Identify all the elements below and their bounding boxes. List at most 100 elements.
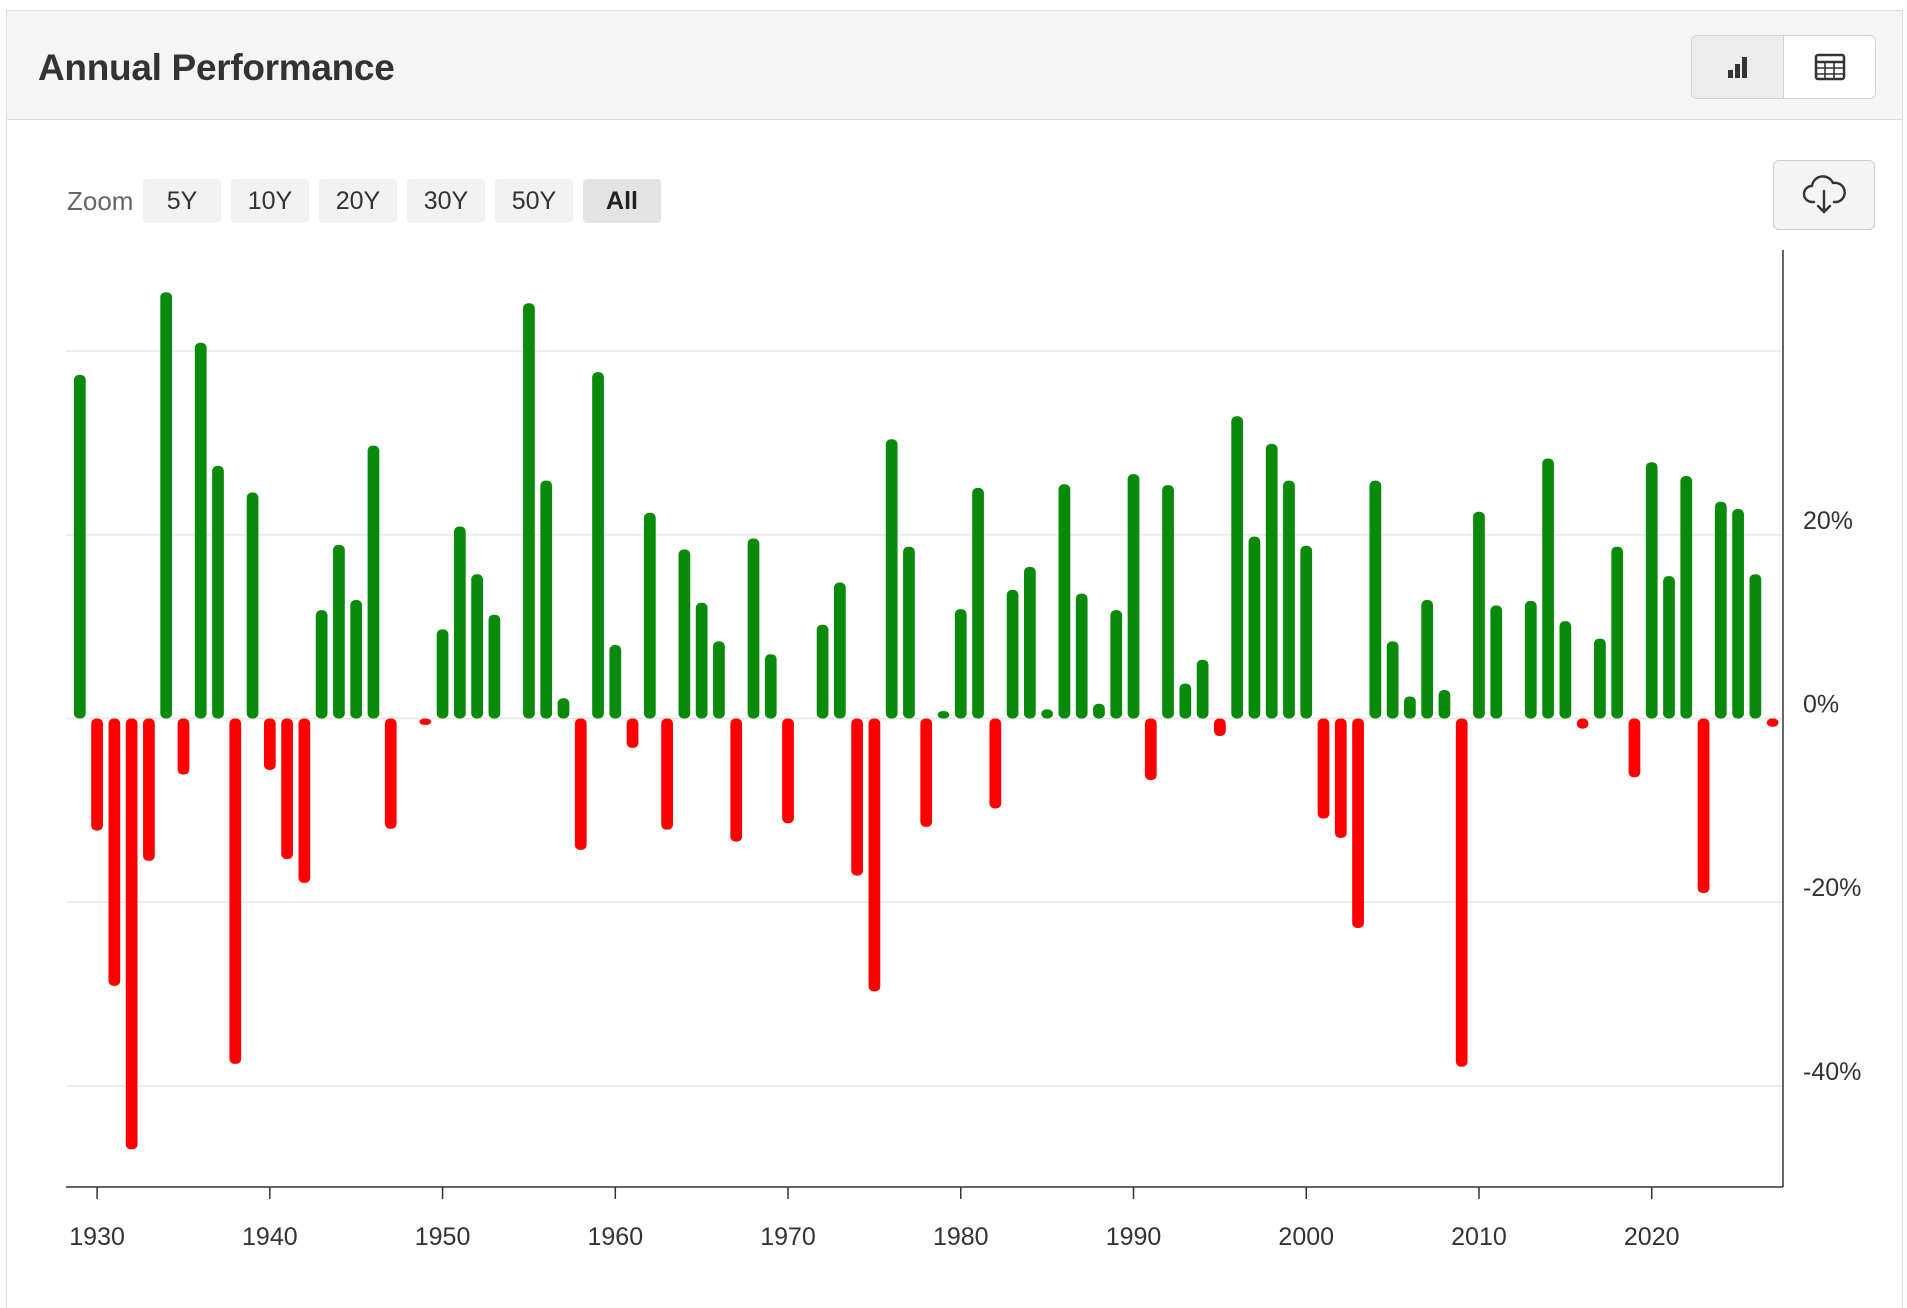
bar-1960[interactable] [609,645,622,719]
bar-1953[interactable] [488,614,501,719]
bar-1955[interactable] [523,303,535,719]
bar-1967[interactable] [730,718,743,842]
bar-2025[interactable] [1732,509,1744,719]
bar-1938[interactable] [229,718,242,1064]
bar-1986[interactable] [1058,484,1071,719]
bar-1999[interactable] [1283,480,1295,719]
bar-1984[interactable] [1023,566,1036,719]
bar-1935[interactable] [177,718,190,775]
download-button[interactable] [1773,160,1875,230]
bar-1961[interactable] [626,718,639,748]
bar-1930[interactable] [91,718,103,831]
bar-2011[interactable] [1490,605,1503,719]
bar-1962[interactable] [643,512,656,719]
bar-2022[interactable] [1680,475,1693,719]
bar-1951[interactable] [453,526,466,719]
bar-2010[interactable] [1473,511,1485,719]
bar-1979[interactable] [937,711,950,719]
bar-1934[interactable] [160,292,173,719]
bar-2006[interactable] [1404,696,1416,719]
bar-1973[interactable] [833,582,846,719]
bar-1940[interactable] [263,718,276,770]
bar-1992[interactable] [1162,485,1174,719]
bar-2008[interactable] [1438,690,1451,719]
bar-2007[interactable] [1421,599,1434,719]
bar-1956[interactable] [540,480,553,719]
bar-1990[interactable] [1127,474,1140,719]
bar-1939[interactable] [246,492,259,719]
bar-1946[interactable] [367,445,380,719]
bar-1952[interactable] [471,574,483,719]
bar-1972[interactable] [816,624,829,719]
chart-view-button[interactable] [1692,36,1784,98]
bar-1929[interactable] [73,374,86,719]
bar-2020[interactable] [1645,462,1658,719]
table-view-button[interactable] [1784,36,1875,98]
bar-1943[interactable] [315,610,328,719]
bar-1963[interactable] [661,718,673,830]
bar-1994[interactable] [1196,659,1209,719]
bar-1982[interactable] [989,718,1002,809]
bar-1945[interactable] [350,599,363,719]
bar-2017[interactable] [1594,638,1606,719]
bar-1949[interactable] [419,718,432,725]
bar-1991[interactable] [1144,718,1157,781]
zoom-50y-button[interactable]: 50Y [495,179,573,223]
bar-1998[interactable] [1265,443,1278,719]
bar-1942[interactable] [298,718,311,883]
bar-2013[interactable] [1524,600,1537,719]
bar-2016[interactable] [1576,718,1589,729]
bar-1997[interactable] [1248,536,1261,719]
bar-2001[interactable] [1317,718,1330,819]
bar-1932[interactable] [125,718,138,1150]
bar-1959[interactable] [592,372,604,719]
bar-1958[interactable] [574,718,587,850]
bar-1988[interactable] [1093,703,1105,719]
bar-1965[interactable] [695,602,708,719]
bar-1993[interactable] [1179,683,1192,719]
bar-1995[interactable] [1214,718,1226,736]
bar-2024[interactable] [1714,501,1727,719]
bar-1968[interactable] [747,538,760,719]
bar-2015[interactable] [1559,621,1572,719]
zoom-30y-button[interactable]: 30Y [407,179,485,223]
bar-1941[interactable] [281,718,293,860]
bar-1936[interactable] [194,342,207,719]
bar-1931[interactable] [108,718,121,986]
bar-1996[interactable] [1231,416,1244,719]
bar-1981[interactable] [972,487,984,719]
bar-2026[interactable] [1749,574,1762,719]
bar-2019[interactable] [1628,718,1641,778]
bar-1969[interactable] [764,654,777,719]
bar-1964[interactable] [678,549,691,719]
bar-1944[interactable] [333,544,345,719]
bar-1950[interactable] [436,629,449,719]
bar-1987[interactable] [1075,593,1088,719]
bar-2021[interactable] [1663,576,1675,719]
bar-2004[interactable] [1369,480,1382,719]
bar-1980[interactable] [954,609,967,719]
bar-1937[interactable] [212,465,224,719]
zoom-20y-button[interactable]: 20Y [319,179,397,223]
bar-1978[interactable] [920,718,933,827]
bar-1957[interactable] [557,698,570,719]
bar-1933[interactable] [143,718,155,861]
zoom-10y-button[interactable]: 10Y [231,179,309,223]
zoom-5y-button[interactable]: 5Y [143,179,221,223]
bar-2002[interactable] [1334,718,1347,838]
bar-1985[interactable] [1041,709,1054,719]
bar-2009[interactable] [1455,718,1468,1067]
zoom-all-button[interactable]: All [583,179,661,223]
bar-2014[interactable] [1542,458,1554,719]
bar-2003[interactable] [1352,718,1364,928]
bar-1966[interactable] [713,641,725,719]
bar-1989[interactable] [1110,610,1123,719]
bar-2018[interactable] [1611,546,1624,719]
bar-1977[interactable] [903,546,915,719]
bar-2000[interactable] [1300,545,1313,719]
bar-2027[interactable] [1766,718,1779,727]
bar-1975[interactable] [868,718,881,992]
bar-1983[interactable] [1006,589,1019,719]
bar-1970[interactable] [782,718,794,824]
bar-2023[interactable] [1697,718,1710,894]
